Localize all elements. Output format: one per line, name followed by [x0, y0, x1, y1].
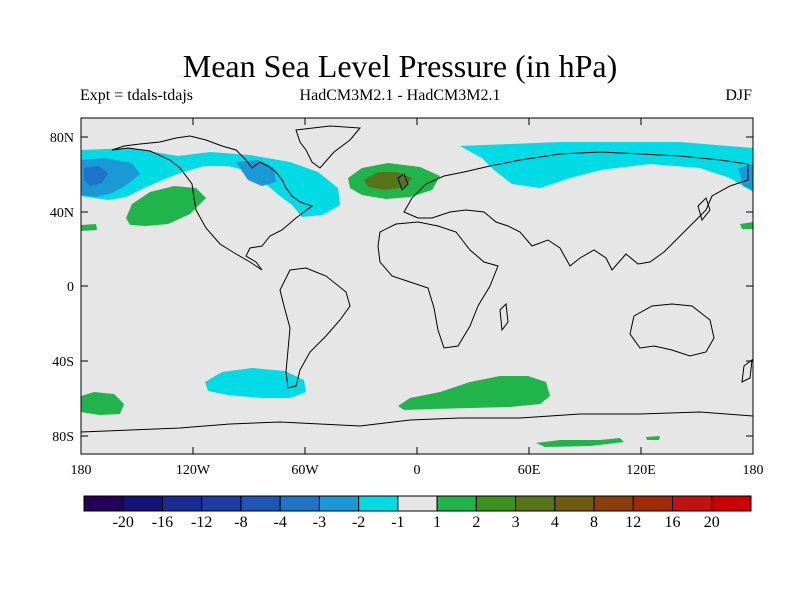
coastline-australia	[629, 303, 715, 357]
colorbar-tick-label: 12	[625, 514, 641, 531]
colorbar-swatch	[593, 495, 634, 512]
colorbar-swatch	[554, 495, 595, 512]
map-title: Mean Sea Level Pressure (in hPa)	[182, 48, 618, 84]
colorbar-swatch	[318, 495, 360, 512]
anomaly-neg3-pacific	[84, 166, 108, 186]
colorbar-swatch	[122, 495, 163, 512]
coastline-madagascar	[499, 302, 509, 332]
anomaly-pos1-antarctic-b	[646, 436, 660, 440]
coastlines	[81, 125, 753, 433]
colorbar-tick-label: 1	[433, 514, 441, 531]
colorbar-tick-label: 8	[590, 514, 598, 531]
x-label-120e: 120E	[626, 463, 656, 478]
colorbar-swatch	[279, 495, 320, 512]
colorbar-swatch	[397, 495, 438, 512]
y-label-40s: 40S	[52, 355, 74, 370]
coastline-japan	[697, 197, 711, 222]
colorbar-tick-label: -16	[152, 514, 173, 531]
anomaly-pos1-farsouthpacific	[81, 392, 124, 415]
coastline-eurasia	[403, 151, 749, 271]
anomaly-pos1-southern	[398, 376, 550, 410]
colorbar-swatch	[515, 495, 556, 512]
anomaly-pos1-antarctic-a	[536, 438, 624, 447]
anomaly-pos1-westedge	[81, 224, 97, 231]
colorbar-tick-label: -1	[391, 514, 404, 531]
x-label-0: 0	[414, 463, 421, 478]
colorbar-swatch	[475, 495, 517, 512]
x-label-180e: 180	[743, 463, 764, 478]
colorbar-swatch	[632, 495, 674, 512]
colorbar-tick-label: 20	[704, 514, 720, 531]
coastline-greenland	[295, 125, 362, 169]
model-label: HadCM3M2.1 - HadCM3M2.1	[299, 87, 501, 104]
x-axis	[80, 118, 754, 454]
colorbar-swatch	[436, 495, 477, 512]
colorbar-swatch	[672, 495, 713, 512]
colorbar-tick-label: -20	[113, 514, 134, 531]
x-label-60w: 60W	[291, 463, 319, 478]
season-label: DJF	[725, 87, 752, 104]
anomaly-pos1-northpacific	[126, 186, 206, 226]
x-label-180w: 180	[71, 463, 92, 478]
colorbar-swatch	[240, 495, 281, 512]
anomaly-pos1-eastedge	[740, 222, 753, 229]
coastline-uk	[397, 173, 409, 191]
colorbar-swatch	[161, 495, 203, 512]
x-label-120w: 120W	[176, 463, 211, 478]
experiment-label: Expt = tdals-tdajs	[80, 87, 194, 104]
y-label-0: 0	[67, 280, 74, 295]
coastline-north-america	[111, 135, 314, 271]
coastline-newzealand	[741, 358, 753, 383]
y-label-80n: 80N	[50, 131, 74, 146]
y-axis	[81, 136, 753, 437]
y-label-40n: 40N	[50, 206, 74, 221]
colorbar-tick-label: -3	[313, 514, 326, 531]
anomaly-neg1-southpacific	[205, 368, 306, 398]
colorbar-swatch	[201, 495, 242, 512]
colorbar-tick-label: -8	[234, 514, 247, 531]
colorbar-tick-label: -4	[274, 514, 287, 531]
colorbar-tick-label: 4	[551, 514, 559, 531]
colorbar-tick-label: -2	[352, 514, 365, 531]
anomaly-neg1-eurasia	[460, 142, 753, 192]
colorbar-tick-label: 16	[665, 514, 681, 531]
colorbar-swatch	[711, 495, 752, 512]
colorbar-tick-label: -12	[191, 514, 212, 531]
coastline-south-america	[279, 267, 351, 389]
colorbar-swatch	[358, 495, 399, 512]
anomaly-neg2-eastsiberia	[738, 164, 753, 190]
y-label-80s: 80S	[52, 430, 74, 445]
coastline-africa	[377, 221, 499, 349]
anomaly-neg2-canada	[236, 160, 276, 186]
anomaly-neg1-pacific-arctic	[81, 148, 340, 217]
colorbar-tick-label: 2	[472, 514, 480, 531]
colorbar-swatch	[83, 495, 124, 512]
colorbar-tick-label: 3	[512, 514, 520, 531]
coastline-antarctica	[81, 411, 753, 433]
colorbar: -20 -16 -12 -8 -4 -3 -2 -1 1 2 3 4 8 12 16 20	[83, 495, 752, 531]
x-label-60e: 60E	[518, 463, 541, 478]
anomaly-fields	[81, 142, 753, 447]
